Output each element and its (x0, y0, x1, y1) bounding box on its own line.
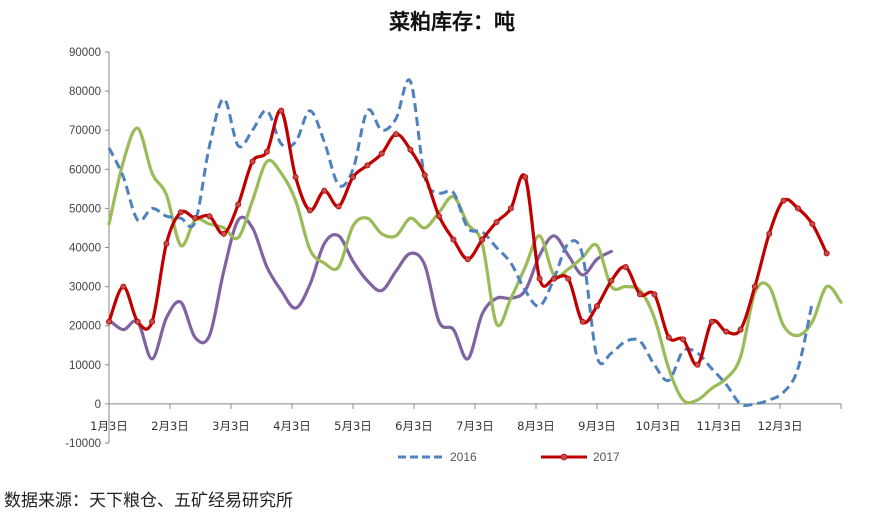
x-tick-label: 7月3日 (456, 419, 494, 433)
series-2017-point (120, 283, 127, 290)
series-2017-line (107, 109, 829, 367)
series-2017-point (235, 201, 242, 208)
series-2017-point (163, 240, 170, 247)
series-2017-point (493, 219, 500, 226)
y-tick-label: 80000 (69, 86, 101, 98)
x-tick-label: 10月3日 (636, 419, 681, 433)
series-2017-point (708, 318, 715, 325)
series-2017-point (751, 283, 758, 290)
series-2017-point (723, 328, 730, 335)
series-2017-point (393, 131, 400, 138)
y-tick-label: 10000 (69, 360, 101, 372)
series-2017-point (407, 146, 414, 153)
y-tick-label: 70000 (69, 125, 101, 137)
y-tick-label: 90000 (69, 47, 101, 59)
y-tick-label: 50000 (69, 203, 101, 215)
x-tick-label: 9月3日 (578, 419, 616, 433)
series-2017-point (550, 275, 557, 282)
series-2017-point (149, 318, 156, 325)
series-2017-point (823, 250, 830, 257)
series-2017-point (637, 291, 644, 298)
series-2017-point (680, 336, 687, 343)
series-2017-point (306, 207, 313, 214)
x-tick-label: 1月3日 (90, 419, 128, 433)
series-2017-point (206, 213, 213, 220)
chart-axes: 90000 80000 70000 60000 50000 40000 30000 20000… (65, 47, 842, 450)
source-note: 数据来源：天下粮仓、五矿经易研究所 (4, 491, 293, 511)
x-tick-label: 12月3日 (758, 419, 803, 433)
legend-label-2017: 2017 (593, 450, 620, 464)
series-2017-point (651, 291, 658, 298)
series-2017-point (263, 148, 270, 155)
chart-legend: 2016 2017 (398, 450, 620, 464)
series-2017-point (421, 172, 428, 179)
series-2017-point (378, 150, 385, 157)
series-2017-point (608, 277, 615, 284)
series-2017-point (292, 174, 299, 181)
series-2017-point (507, 205, 514, 212)
x-tick-label: 4月3日 (273, 419, 311, 433)
series-2017-point (766, 230, 773, 237)
series-2017-point (594, 303, 601, 310)
series-2017-point (536, 275, 543, 282)
series-2017-point (249, 158, 256, 165)
series-2017-point (809, 221, 816, 228)
series-2016-line (107, 78, 814, 408)
series-2017-point (794, 205, 801, 212)
chart-series (106, 78, 843, 408)
x-tick-label: 2月3日 (151, 419, 189, 433)
chart-title: 菜粕库存：吨 (389, 10, 515, 34)
x-tick-label: 5月3日 (334, 419, 372, 433)
series-2017-point (694, 361, 701, 368)
y-tick-label: -10000 (65, 438, 101, 450)
y-tick-label: 30000 (69, 282, 101, 294)
series-2017-point (436, 213, 443, 220)
x-tick-label: 3月3日 (212, 419, 250, 433)
series-2017-point (737, 326, 744, 333)
series-2017-point (479, 236, 486, 243)
series-2017-point (349, 174, 356, 181)
x-tick-label: 8月3日 (517, 419, 555, 433)
series-4-line (107, 215, 613, 361)
y-tick-label: 40000 (69, 243, 101, 255)
series-2017-point (134, 318, 141, 325)
series-2017-point (177, 209, 184, 216)
y-tick-label: 0 (95, 399, 101, 411)
series-2017-point (450, 236, 457, 243)
series-2017-point (464, 256, 471, 263)
series-2017-point (335, 203, 342, 210)
series-3-line (107, 126, 843, 405)
y-tick-label: 20000 (69, 321, 101, 333)
y-tick-label: 60000 (69, 164, 101, 176)
x-tick-label: 6月3日 (395, 419, 433, 433)
series-2017-point (220, 230, 227, 237)
legend-marker-2017 (560, 453, 568, 461)
series-2017-point (192, 215, 199, 222)
x-tick-label: 11月3日 (697, 419, 742, 433)
series-2017-point (622, 264, 629, 271)
series-2017-point (106, 318, 113, 325)
series-2017-point (780, 197, 787, 204)
series-2017-point (364, 162, 371, 169)
series-2017-point (579, 318, 586, 325)
series-2017-point (522, 174, 529, 181)
series-2017-point (278, 107, 285, 114)
series-2017-point (321, 187, 328, 194)
series-2017-point (665, 334, 672, 341)
legend-label-2016: 2016 (450, 450, 477, 464)
series-2017-point (565, 275, 572, 282)
